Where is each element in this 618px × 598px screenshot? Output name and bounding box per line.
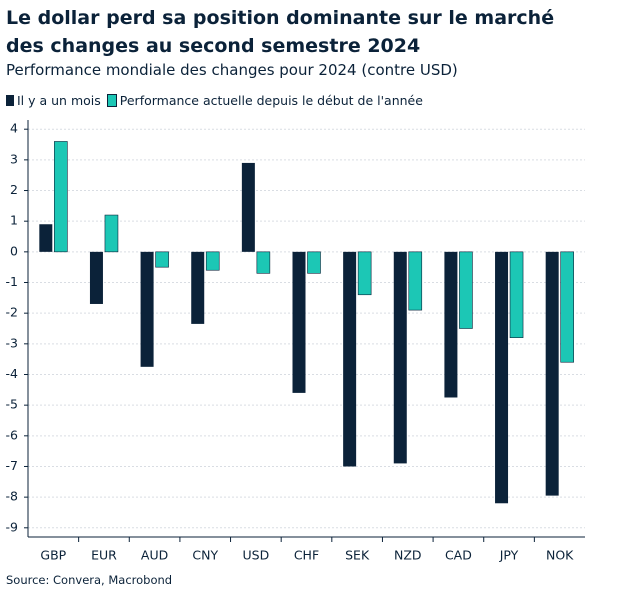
- legend-swatch: [6, 95, 14, 106]
- legend-label: Performance actuelle depuis le début de …: [119, 93, 423, 108]
- bar: [444, 251, 458, 398]
- bar: [205, 251, 220, 271]
- legend: Il y a un mois Performance actuelle depui…: [6, 93, 423, 108]
- y-tick-label: -5: [6, 397, 18, 412]
- bar: [39, 224, 53, 252]
- bar: [155, 251, 169, 268]
- y-tick-label: -9: [6, 519, 19, 534]
- bar: [191, 251, 205, 324]
- bar: [89, 251, 103, 304]
- bar: [307, 251, 321, 274]
- x-tick-label: NZD: [394, 548, 422, 563]
- chart: 4 3 2 1 0 -1 -2 -3 -4 -5 -6 -7 -8 -9 GBP EUR AUD CNY USD CH…: [6, 120, 585, 563]
- x-tick-label: CAD: [445, 548, 472, 563]
- y-tick-label: 2: [10, 182, 18, 197]
- legend-swatch: [106, 94, 117, 107]
- bar: [495, 251, 509, 504]
- x-tick-label: SEK: [345, 548, 370, 563]
- chart-title: Le dollar perd sa position dominante sur…: [6, 7, 555, 57]
- bar: [545, 251, 559, 496]
- x-tick-label: JPY: [499, 548, 519, 563]
- y-tick-label: -4: [6, 366, 19, 381]
- bar: [560, 251, 574, 363]
- bar: [459, 251, 473, 329]
- bar: [241, 162, 255, 252]
- y-tick-label: -6: [6, 427, 19, 442]
- y-tick-label: -3: [6, 335, 18, 350]
- bar: [408, 251, 423, 311]
- x-tick-label: NOK: [546, 548, 574, 563]
- x-tick-label: AUD: [141, 548, 168, 563]
- chart-subtitle: Performance mondiale des changes pour 20…: [6, 61, 458, 79]
- bar: [256, 251, 271, 274]
- y-tick-label: 4: [10, 121, 18, 136]
- legend-item: Performance actuelle depuis le début de …: [106, 93, 423, 108]
- x-tick-label: EUR: [91, 548, 117, 563]
- y-tick-label: 1: [10, 213, 18, 228]
- y-tick-label: 3: [10, 151, 18, 166]
- x-tick-label: CHF: [294, 548, 319, 563]
- bar: [104, 214, 119, 253]
- y-tick-label: -1: [6, 274, 18, 289]
- y-tick-label: -7: [6, 458, 18, 473]
- legend-label: Il y a un mois: [17, 93, 101, 108]
- x-tick-label: USD: [243, 548, 270, 563]
- x-tick-label: CNY: [192, 548, 218, 563]
- y-tick-label: 0: [10, 243, 18, 258]
- bar: [292, 251, 306, 393]
- x-tick-label: GBP: [40, 548, 66, 563]
- bar: [343, 251, 357, 467]
- bar: [357, 251, 372, 296]
- y-tick-label: -2: [6, 305, 18, 320]
- bar: [140, 251, 154, 367]
- y-tick-label: -8: [6, 489, 19, 504]
- bar: [54, 141, 68, 253]
- legend-item: Il y a un mois: [6, 93, 101, 108]
- bar: [509, 251, 524, 338]
- source: Source: Convera, Macrobond: [6, 573, 173, 587]
- bar: [393, 251, 407, 464]
